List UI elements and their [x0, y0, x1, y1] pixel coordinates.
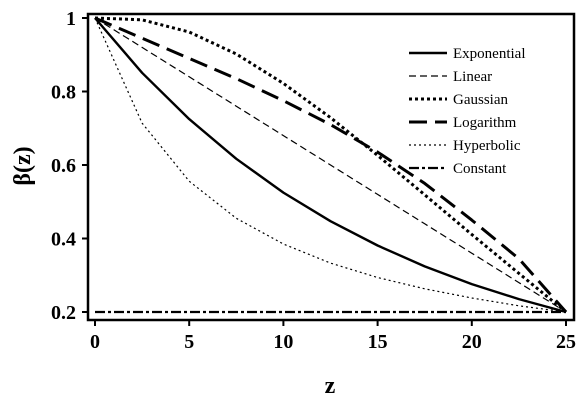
series-lines	[94, 16, 568, 314]
y-axis: 0.2 0.4 0.6 0.8 1	[51, 8, 88, 324]
y-tick-label: 0.6	[51, 155, 76, 177]
series-line-gaussian	[94, 16, 567, 314]
legend-label-constant: Constant	[453, 161, 507, 177]
x-tick-label: 15	[368, 331, 388, 353]
x-tick-label: 0	[90, 331, 100, 353]
y-tick-label: 1	[66, 8, 76, 30]
y-tick-label: 0.8	[51, 82, 76, 104]
x-tick-label: 25	[556, 331, 576, 353]
x-tick-label: 10	[273, 331, 293, 353]
series-line-hyperbolic	[94, 17, 567, 313]
series-line-linear	[94, 17, 567, 313]
series-line-exponential	[94, 17, 567, 314]
y-axis-label: β(z)	[10, 146, 36, 185]
x-axis: 0 5 10 15 20 25	[90, 320, 576, 353]
legend-label-gaussian: Gaussian	[453, 92, 508, 108]
x-axis-label: z	[325, 373, 336, 399]
legend-label-hyperbolic: Hyperbolic	[453, 138, 521, 154]
x-tick-label: 20	[462, 331, 482, 353]
legend-label-exponential: Exponential	[453, 46, 525, 62]
x-tick-label: 5	[184, 331, 194, 353]
legend-label-linear: Linear	[453, 69, 492, 85]
y-tick-label: 0.4	[51, 229, 76, 251]
series-line-logarithm	[94, 16, 568, 313]
plot-frame	[86, 12, 576, 322]
y-tick-label: 0.2	[51, 302, 76, 324]
legend-label-logarithm: Logarithm	[453, 115, 517, 131]
legend: Exponential Linear Gaussian Logarithm Hyperb…	[409, 46, 525, 177]
